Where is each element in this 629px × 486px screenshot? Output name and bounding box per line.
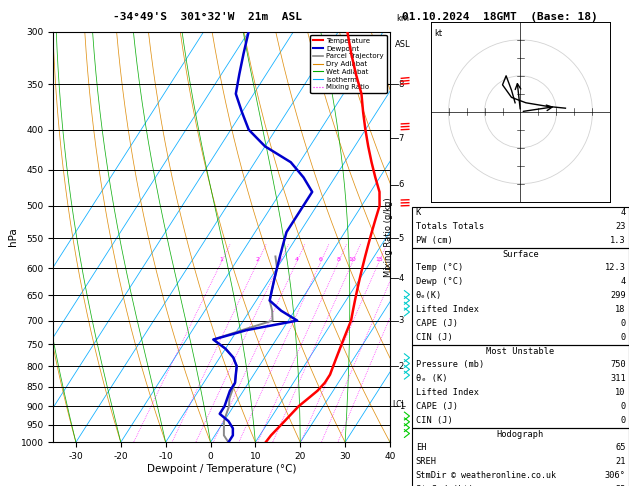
Text: CIN (J): CIN (J) [416,333,452,342]
Text: K: K [416,208,421,217]
Text: Surface: Surface [502,250,539,259]
Text: 6: 6 [319,257,323,262]
Text: 12.3: 12.3 [605,263,626,273]
Text: 18: 18 [615,305,626,314]
Text: 23: 23 [615,222,626,231]
Text: 5: 5 [399,234,404,243]
Text: 10: 10 [615,388,626,397]
Text: LCL: LCL [392,400,406,409]
Text: Lifted Index: Lifted Index [416,388,479,397]
Text: 1: 1 [220,257,223,262]
Text: 0: 0 [621,402,626,411]
Text: θₑ(K): θₑ(K) [416,291,442,300]
Y-axis label: hPa: hPa [8,227,18,246]
Text: 8: 8 [399,80,404,88]
Text: 7: 7 [399,134,404,142]
Text: 4: 4 [621,208,626,217]
Text: Mixing Ratio (g/kg): Mixing Ratio (g/kg) [384,197,393,277]
Text: 3: 3 [399,316,404,325]
Text: 0: 0 [621,416,626,425]
Text: 21: 21 [615,457,626,467]
Text: -34°49'S  301°32'W  21m  ASL: -34°49'S 301°32'W 21m ASL [113,12,302,22]
Text: 1: 1 [399,402,404,411]
Text: CAPE (J): CAPE (J) [416,402,458,411]
Text: © weatheronline.co.uk: © weatheronline.co.uk [451,471,555,480]
Text: 0: 0 [621,319,626,328]
Text: 2: 2 [399,362,404,371]
Text: Most Unstable: Most Unstable [486,347,555,356]
Text: 750: 750 [610,361,626,369]
Text: 10: 10 [348,257,356,262]
Text: CIN (J): CIN (J) [416,416,452,425]
Text: 4: 4 [399,274,404,282]
Text: 8: 8 [337,257,340,262]
Text: 4: 4 [621,277,626,286]
Text: 306°: 306° [605,471,626,480]
Text: Temp (°C): Temp (°C) [416,263,463,273]
Text: 33: 33 [615,485,626,486]
Text: 6: 6 [399,180,404,189]
Text: Lifted Index: Lifted Index [416,305,479,314]
Text: 3: 3 [278,257,282,262]
Text: 1.3: 1.3 [610,236,626,245]
Text: Totals Totals: Totals Totals [416,222,484,231]
Legend: Temperature, Dewpoint, Parcel Trajectory, Dry Adiabat, Wet Adiabat, Isotherm, Mi: Temperature, Dewpoint, Parcel Trajectory… [310,35,386,93]
Text: ASL: ASL [395,40,410,49]
Text: θₑ (K): θₑ (K) [416,374,447,383]
Text: 299: 299 [610,291,626,300]
Text: 2: 2 [255,257,260,262]
Text: 4: 4 [294,257,298,262]
Text: 311: 311 [610,374,626,383]
Text: SREH: SREH [416,457,437,467]
Text: 65: 65 [615,444,626,452]
Text: 0: 0 [621,333,626,342]
Text: 01.10.2024  18GMT  (Base: 18): 01.10.2024 18GMT (Base: 18) [402,12,598,22]
Text: 15: 15 [375,257,382,262]
Text: StmSpd (kt): StmSpd (kt) [416,485,474,486]
Text: EH: EH [416,444,426,452]
X-axis label: Dewpoint / Temperature (°C): Dewpoint / Temperature (°C) [147,464,296,474]
Text: CAPE (J): CAPE (J) [416,319,458,328]
Text: Hodograph: Hodograph [497,430,544,439]
Text: PW (cm): PW (cm) [416,236,452,245]
Text: kt: kt [434,29,442,38]
Text: Pressure (mb): Pressure (mb) [416,361,484,369]
Text: StmDir: StmDir [416,471,447,480]
Text: km: km [396,15,409,23]
Text: Dewp (°C): Dewp (°C) [416,277,463,286]
